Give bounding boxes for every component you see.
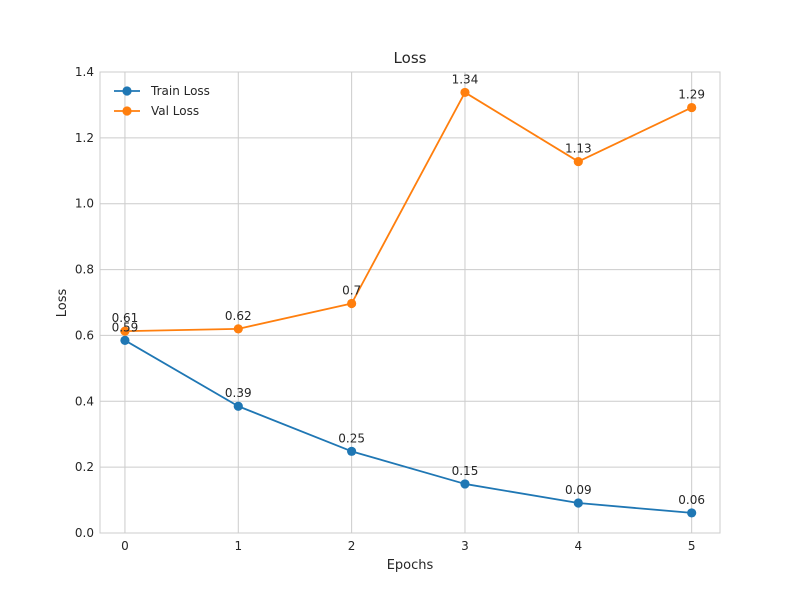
chart-title: Loss [394, 49, 427, 67]
val-loss-line [124, 91, 693, 333]
x-tick-label: 0 [121, 539, 129, 553]
train-loss-point [233, 401, 243, 411]
y-axis-ticks: 0.0 0.2 0.4 0.6 0.8 1.0 1.2 1.4 [75, 65, 94, 540]
y-axis-title: Loss [55, 289, 70, 318]
series-group [120, 87, 697, 518]
x-axis-ticks: 0 1 2 3 4 5 [121, 539, 695, 553]
x-tick-label: 2 [348, 539, 356, 553]
train-loss-data-label: 0.06 [678, 493, 705, 507]
train-loss-point [573, 498, 583, 508]
legend-val-loss-label: Val Loss [151, 104, 199, 118]
y-tick-label: 0.2 [75, 460, 94, 474]
val-loss-point [233, 324, 243, 334]
y-tick-label: 0.0 [75, 526, 94, 540]
data-labels: 0.59 0.39 0.25 0.15 0.09 0.06 0.61 0.62 0.7 1.34 1… [112, 72, 705, 506]
val-loss-point [347, 298, 357, 309]
train-loss-data-label: 0.39 [225, 386, 252, 400]
val-loss-data-label: 1.34 [452, 72, 479, 86]
val-loss-point [120, 326, 130, 336]
val-loss-point [687, 102, 697, 113]
y-tick-label: 0.6 [75, 328, 94, 342]
y-tick-label: 0.8 [75, 263, 94, 277]
val-loss-data-label: 0.7 [342, 283, 361, 297]
train-loss-point [460, 479, 470, 489]
legend: Train Loss Val Loss [114, 84, 210, 118]
train-loss-data-label: 0.09 [565, 483, 592, 497]
plot-area [100, 72, 720, 533]
y-tick-label: 1.0 [75, 197, 94, 211]
x-tick-label: 3 [461, 539, 469, 553]
plot-frame [99, 71, 721, 534]
train-loss-data-label: 0.15 [452, 464, 479, 478]
legend-train-loss-label: Train Loss [150, 84, 210, 98]
train-loss-data-label: 0.59 [112, 320, 139, 334]
x-axis-title: Epochs [387, 558, 434, 573]
val-loss-point [460, 87, 470, 98]
val-loss-data-label: 1.13 [565, 142, 592, 156]
legend-train-loss-marker [122, 86, 132, 96]
x-tick-label: 4 [574, 539, 582, 553]
x-tick-label: 1 [234, 539, 242, 553]
legend-val-loss-marker [122, 106, 132, 116]
y-tick-label: 1.4 [75, 65, 94, 79]
y-tick-label: 1.2 [75, 131, 94, 145]
val-loss-point [573, 156, 583, 167]
train-loss-data-label: 0.25 [338, 431, 365, 445]
y-tick-label: 0.4 [75, 394, 94, 408]
val-loss-data-label: 1.29 [678, 88, 705, 102]
val-loss-data-label: 0.61 [112, 311, 139, 325]
train-loss-line [124, 339, 692, 514]
train-loss-point [347, 446, 357, 456]
train-loss-point [120, 335, 130, 345]
x-tick-label: 5 [688, 539, 696, 553]
val-loss-data-label: 0.62 [225, 309, 252, 323]
train-loss-point [687, 508, 697, 518]
